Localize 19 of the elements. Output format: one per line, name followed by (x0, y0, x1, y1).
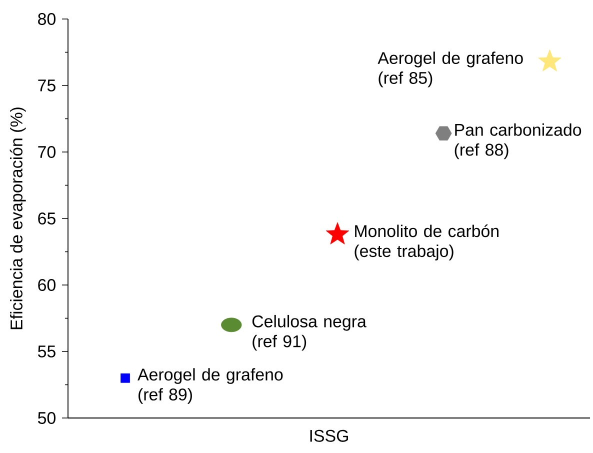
point (435, 126, 452, 141)
y-tick-label: 65 (38, 212, 56, 224)
series-label: Aerogel de grafeno (ref 85) (378, 52, 523, 88)
y-tick-label: 55 (38, 346, 56, 358)
y-tick-label: 50 (38, 412, 56, 424)
series-label: Pan carbonizado (ref 88) (454, 123, 582, 160)
series-label: Aerogel de grafeno (ref 89) (138, 368, 283, 404)
y-tick-label: 70 (38, 146, 56, 158)
point (326, 222, 350, 244)
y-tick-label: 80 (38, 13, 56, 25)
y-tick-label: 60 (38, 279, 56, 291)
y-axis-title: Eficiencia de evaporación (%) (10, 108, 26, 330)
point (538, 49, 562, 72)
legend-label: Celulosa negra (ref 91) (252, 314, 366, 351)
x-axis-title: ISSG (310, 430, 348, 442)
y-tick-label: 75 (38, 80, 56, 92)
series-label: Monolito de carbón (este trabajo) (354, 224, 498, 260)
point (120, 373, 130, 383)
point (221, 318, 242, 332)
